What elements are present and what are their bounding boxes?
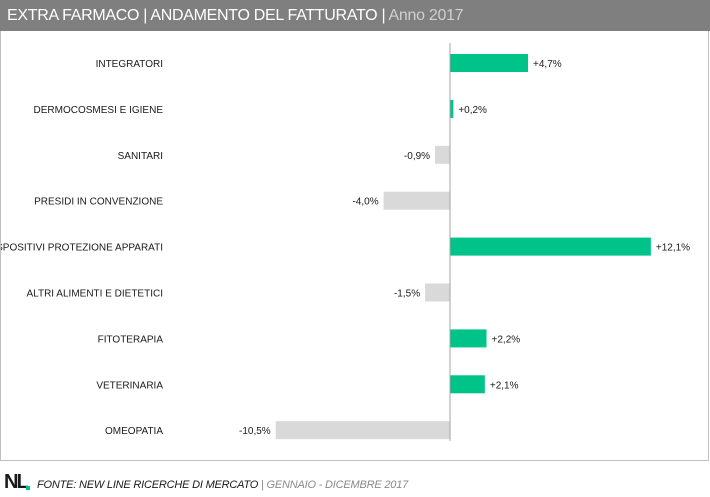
category-label: ALTRI ALIMENTI E DIETETICI [26,289,163,300]
data-label: -0,9% [404,151,430,162]
bar [450,54,529,72]
logo-accent [26,486,30,490]
data-label: +0,2% [458,105,487,116]
source-period: | GENNAIO - DICEMBRE 2017 [258,479,409,491]
chart-subtitle: Anno 2017 [385,7,464,24]
chart-header: EXTRA FARMACO | ANDAMENTO DEL FATTURATO … [0,0,710,31]
data-label: +4,7% [533,59,562,70]
source-text: FONTE: NEW LINE RICERCHE DI MERCATO [37,479,259,491]
source-note: FONTE: NEW LINE RICERCHE DI MERCATO | GE… [37,479,408,491]
bar [450,329,487,348]
logo: NL [4,471,29,493]
bar [450,375,485,394]
category-label: OMEOPATIA [105,426,163,437]
bar [383,191,450,210]
data-label: -4,0% [352,197,378,208]
category-label: FITOTERAPIA [98,334,164,345]
data-label: -1,5% [394,289,420,300]
footer: NL FONTE: NEW LINE RICERCHE DI MERCATO |… [0,466,710,497]
chart-title: EXTRA FARMACO | ANDAMENTO DEL FATTURATO … [7,7,386,24]
data-label: +2,1% [490,380,519,391]
category-label: PRESIDI IN CONVENZIONE [34,197,163,208]
category-label: DERMOCOSMESI E IGIENE [34,105,164,116]
bar-chart: INTEGRATORI +4,7% DERMOCOSMESI E IGIENE +0,… [1,43,690,441]
data-label: +2,2% [492,334,521,345]
data-label: -10,5% [239,426,271,437]
category-label: DISPOSITIVI PROTEZIONE APPARATI [1,243,163,254]
bar [450,99,454,118]
bar [425,283,450,302]
category-label: VETERINARIA [96,380,163,391]
category-label: SANITARI [118,151,163,162]
bar [435,145,450,164]
bar [275,421,450,440]
chart-panel: INTEGRATORI +4,7% DERMOCOSMESI E IGIENE +0,… [0,31,709,461]
bar [450,237,651,256]
data-label: +12,1% [656,243,690,254]
category-label: INTEGRATORI [96,59,163,70]
